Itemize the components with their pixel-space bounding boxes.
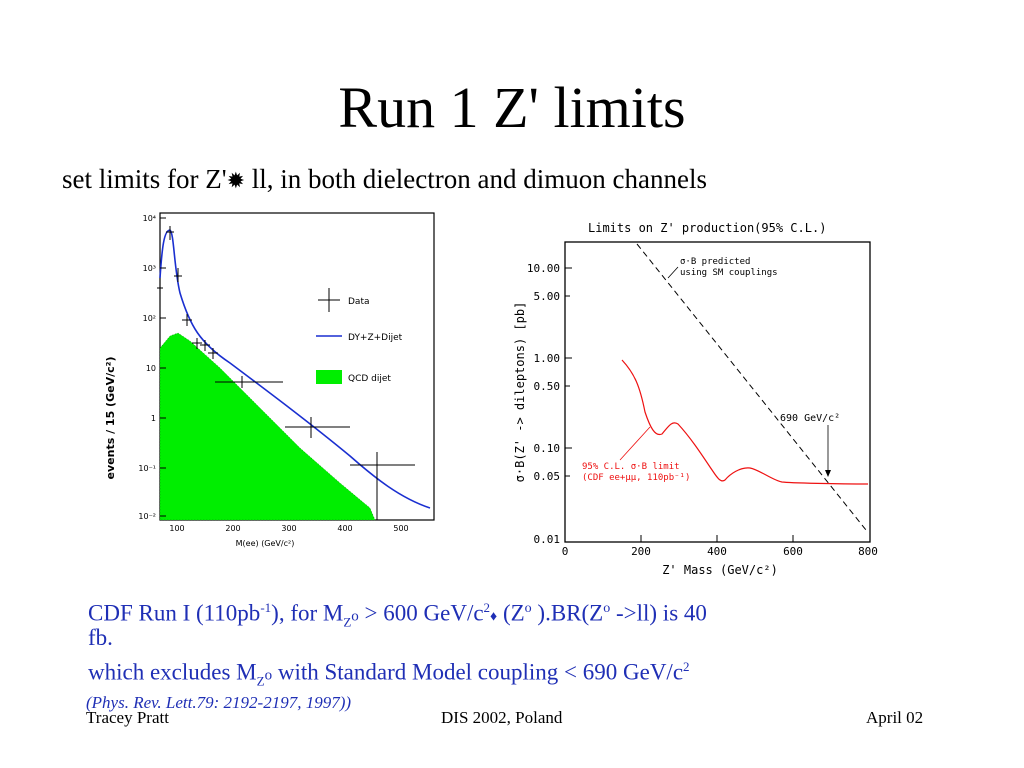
ytick-10: 10.00 <box>527 262 560 275</box>
y-axis-label: events / 15 (GeV/c²) <box>104 357 117 480</box>
limits-plot-title: Limits on Z' production(95% C.L.) <box>588 221 826 235</box>
xtick-400: 400 <box>707 545 727 558</box>
result-line-2: fb. <box>88 625 113 650</box>
y-tick-10-3: 10³ <box>143 264 156 273</box>
subtitle: set limits for Z'✹ ll, in both dielectro… <box>62 164 707 195</box>
result-sub: Z <box>343 614 352 630</box>
y-tick-10-m1: 10⁻¹ <box>138 464 156 473</box>
legend-fit: DY+Z+Dijet <box>348 333 403 343</box>
x-tick-500: 500 <box>393 524 408 533</box>
limits-x-tick-labels: 0 200 400 600 800 <box>562 545 878 558</box>
xtick-0: 0 <box>562 545 569 558</box>
x-tick-400: 400 <box>337 524 352 533</box>
circle-icon-2: o <box>264 667 273 684</box>
footer-date: April 02 <box>866 708 924 727</box>
legend-qcd: QCD dijet <box>348 374 391 384</box>
limits-y-axis-label: σ·B(Z' -> dileptons) [pb] <box>513 302 527 483</box>
annotation-sm-1: σ·B predicted <box>680 257 750 267</box>
result-sup2: 2 <box>483 600 491 615</box>
y-tick-1: 1 <box>151 414 156 423</box>
result-line-1: CDF Run I (110pb-1), for MZo > 600 GeV/c… <box>88 600 707 630</box>
xtick-800: 800 <box>858 545 878 558</box>
limit-curve <box>621 359 869 485</box>
ytick-1: 1.00 <box>534 352 561 365</box>
y-ticks <box>160 217 166 517</box>
legend-data: Data <box>348 297 370 307</box>
result-text-b: ), for M <box>271 600 344 626</box>
limits-plot-frame <box>564 241 871 543</box>
y-tick-10-2: 10² <box>143 314 156 323</box>
limits-x-ticks <box>640 535 794 542</box>
ytick-01: 0.10 <box>534 442 561 455</box>
sm-prediction-line <box>636 243 867 531</box>
annotation-limit-1: 95% C.L. σ·B limit <box>582 462 680 472</box>
y-tick-labels: 10⁴ 10³ 10² 10 1 10⁻¹ 10⁻² <box>138 214 156 521</box>
y-tick-10-4: 10⁴ <box>143 214 156 223</box>
arrow-icon: ✹ <box>226 168 246 193</box>
result-text-f: ->ll) is 40 <box>610 600 707 626</box>
result-sup: -1 <box>260 600 272 615</box>
result-text-e: ).BR(Z <box>531 600 604 626</box>
limits-plot: Limits on Z' production(95% C.L.) 10.00 … <box>513 221 878 577</box>
xtick-600: 600 <box>783 545 803 558</box>
mass-spectrum-plot: 10⁴ 10³ 10² 10 1 10⁻¹ 10⁻² 100 200 300 4… <box>104 212 435 548</box>
x-axis-label: M(ee) (GeV/c²) <box>236 539 295 548</box>
x-tick-100: 100 <box>169 524 184 533</box>
ytick-05: 0.50 <box>534 380 561 393</box>
limits-y-tick-labels: 10.00 5.00 1.00 0.50 0.10 0.05 0.01 <box>527 262 560 546</box>
result-text-d: (Z <box>497 600 525 626</box>
x-tick-200: 200 <box>225 524 240 533</box>
ytick-005: 0.05 <box>534 470 561 483</box>
result-text-c: > 600 GeV/c <box>358 600 484 626</box>
circle-sup-icon-2: o <box>603 601 611 616</box>
result3-text-b: with Standard Model coupling < 690 GeV/c <box>272 659 684 685</box>
page-title: Run 1 Z' limits <box>338 75 686 140</box>
footer-event: DIS 2002, Poland <box>441 708 563 727</box>
annotation-690: 690 GeV/c² <box>780 413 840 424</box>
result3-sup: 2 <box>683 659 690 674</box>
annotation-limit-2: (CDF ee+μμ, 110pb⁻¹) <box>582 473 690 483</box>
footer-author: Tracey Pratt <box>86 708 169 727</box>
limits-x-axis-label: Z' Mass (GeV/c²) <box>662 563 778 577</box>
x-tick-labels: 100 200 300 400 500 <box>169 524 408 533</box>
result-line-3: which excludes MZo with Standard Model c… <box>88 659 690 689</box>
limits-y-ticks <box>565 267 572 477</box>
legend: Data DY+Z+Dijet QCD dijet <box>316 288 403 384</box>
qcd-dijet-region <box>160 333 375 520</box>
x-tick-300: 300 <box>281 524 296 533</box>
circle-sup-icon: o <box>524 601 532 616</box>
result3-sub: Z <box>256 673 265 689</box>
result-text-a: CDF Run I (110pb <box>88 600 261 626</box>
result3-text-a: which excludes M <box>88 659 257 685</box>
circle-icon: o <box>351 608 359 625</box>
data-points <box>157 226 415 520</box>
y-tick-10-m2: 10⁻² <box>138 512 156 521</box>
ytick-001: 0.01 <box>534 533 561 546</box>
ytick-5: 5.00 <box>534 290 561 303</box>
y-tick-10: 10 <box>146 364 156 373</box>
subtitle-post: ll, in both dielectron and dimuon channe… <box>245 164 707 194</box>
annotation-sm-2: using SM couplings <box>680 268 778 278</box>
xtick-200: 200 <box>631 545 651 558</box>
reference: (Phys. Rev. Lett.79: 2192-2197, 1997)) <box>86 693 352 712</box>
sigma-icon: ♦ <box>490 609 498 625</box>
subtitle-pre: set limits for Z' <box>62 164 227 194</box>
